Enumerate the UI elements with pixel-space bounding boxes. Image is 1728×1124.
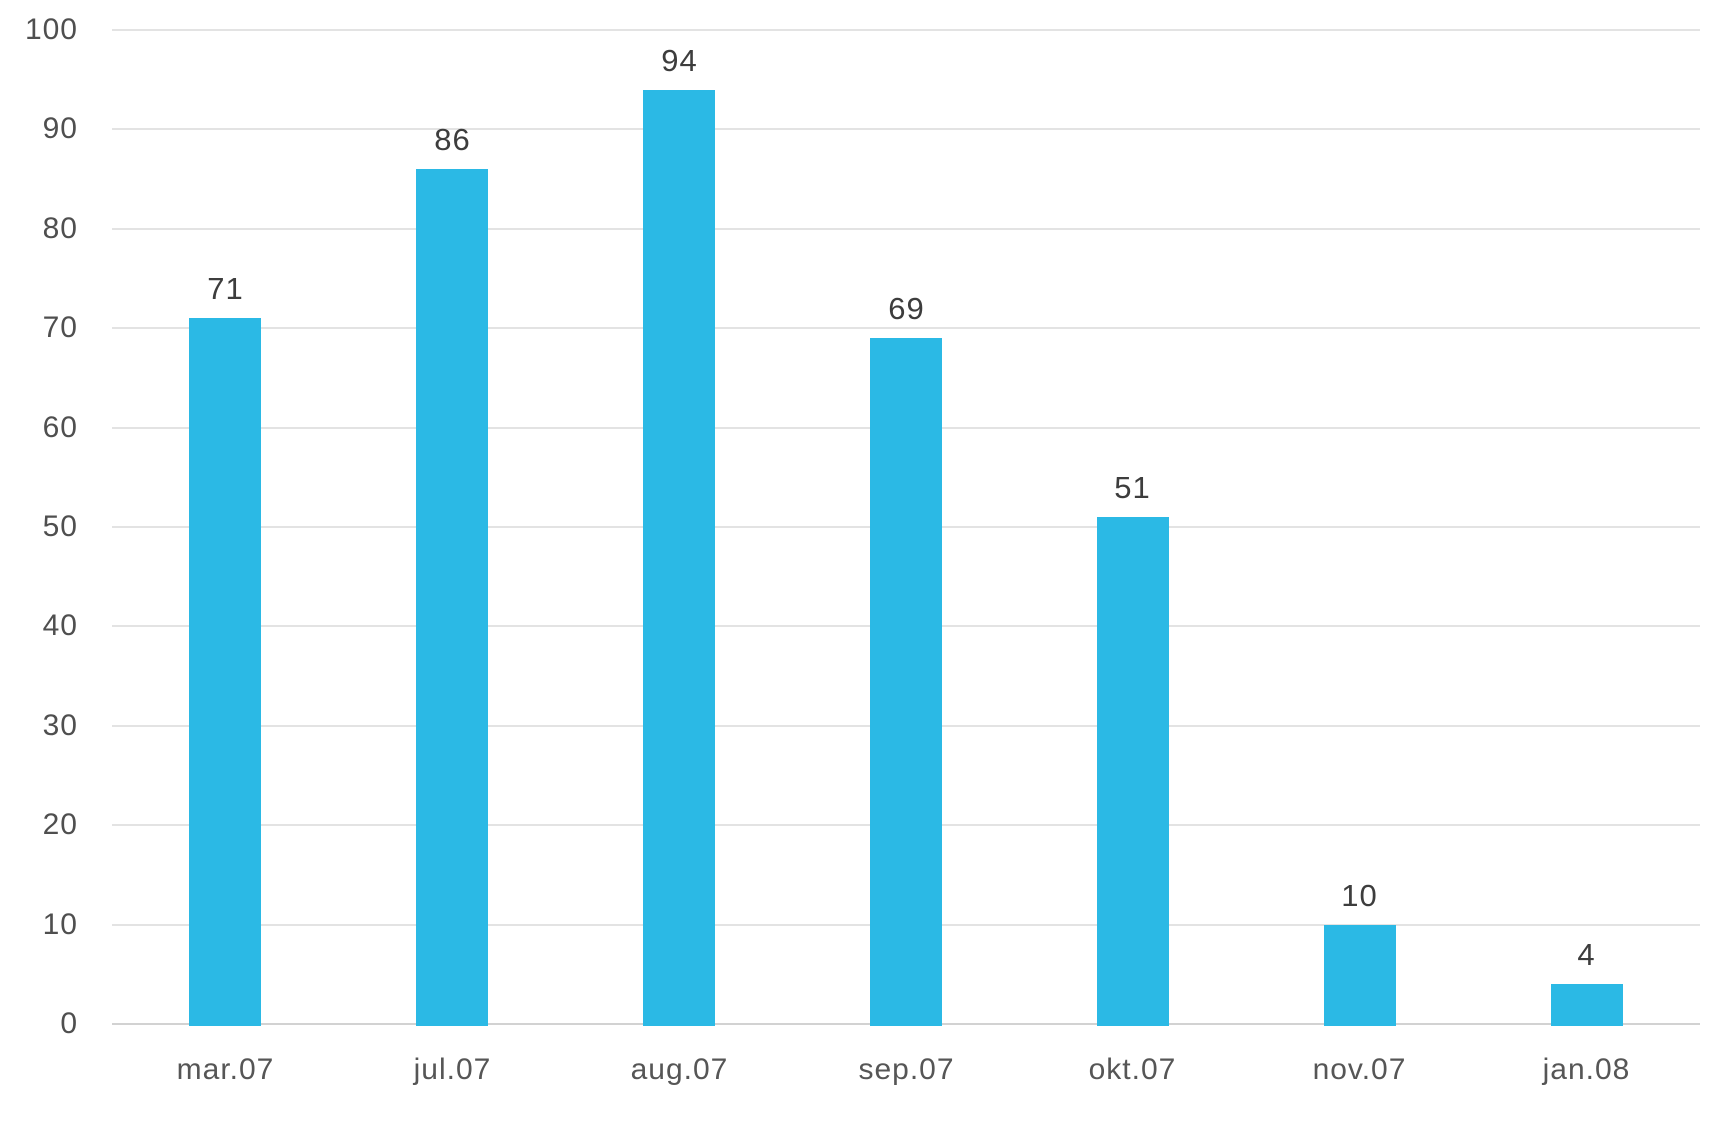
bar: [416, 169, 488, 1026]
bar-value-label: 86: [434, 122, 471, 157]
y-axis-tick-label: 50: [42, 510, 78, 543]
bar-value-label: 4: [1577, 937, 1596, 972]
bar: [643, 90, 715, 1026]
gridline: [112, 128, 1700, 131]
y-axis-tick-label: 30: [42, 708, 78, 742]
y-axis-tick-label: 70: [42, 311, 78, 345]
bar-value-label: 10: [1341, 878, 1378, 913]
x-axis-label: jul.07: [413, 1053, 492, 1086]
gridline: [112, 227, 1700, 230]
x-axis-label: okt.07: [1088, 1053, 1177, 1086]
bar-value-label: 94: [661, 43, 698, 78]
bar: [1551, 984, 1623, 1026]
bar-value-label: 69: [888, 291, 925, 326]
x-axis-label: sep.07: [858, 1053, 955, 1086]
x-axis-label: mar.07: [176, 1053, 275, 1086]
y-axis-tick-label: 20: [42, 808, 78, 842]
bar: [870, 338, 942, 1026]
bar: [1097, 517, 1169, 1026]
y-axis-tick-label: 0: [60, 1007, 78, 1040]
y-axis-tick-label: 80: [42, 211, 78, 245]
x-axis-label: aug.07: [630, 1053, 729, 1086]
bar-value-label: 71: [207, 271, 244, 306]
gridline: [112, 29, 1700, 31]
gridline: [112, 327, 1700, 330]
y-axis-tick-label: 60: [42, 410, 78, 444]
bar-value-label: 51: [1114, 470, 1151, 505]
x-axis-label: nov.07: [1312, 1053, 1407, 1086]
y-axis-tick-label: 10: [42, 907, 78, 941]
bar: [1324, 925, 1396, 1026]
y-axis-tick-label: 40: [42, 609, 78, 643]
y-axis-tick-label: 100: [24, 13, 78, 46]
x-axis-label: jan.08: [1542, 1053, 1631, 1086]
y-axis-tick-label: 90: [42, 112, 78, 146]
bar: [189, 318, 261, 1026]
